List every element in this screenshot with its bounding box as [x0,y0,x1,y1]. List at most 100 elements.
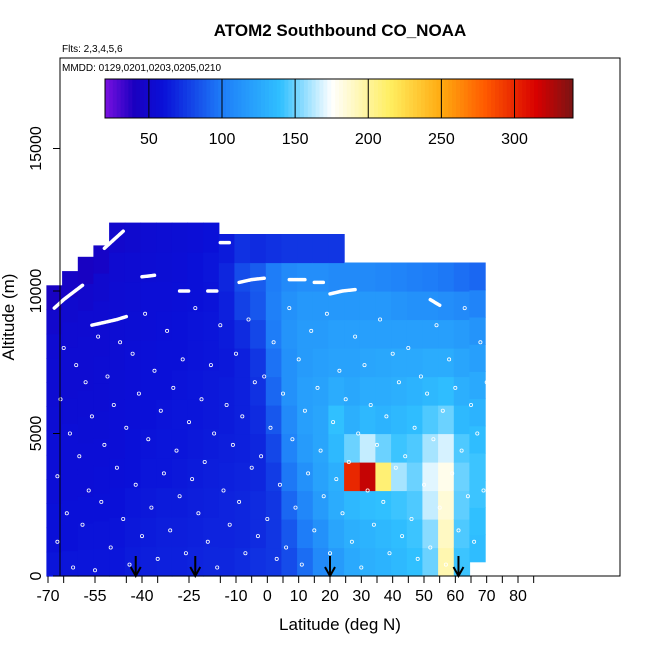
heatmap-cell [469,371,486,400]
heatmap-cell [140,546,157,577]
sample-point [450,471,455,476]
heatmap-cell [359,405,377,435]
colorbar-segment [420,79,426,118]
colorbar-segment [342,79,348,118]
heatmap-cell [124,252,142,283]
sample-point [93,568,98,573]
heatmap-cell [391,519,408,549]
heatmap-cell [77,363,95,391]
heatmap-cell [203,517,220,548]
heatmap-cell [344,348,361,378]
heatmap-cell [453,490,471,520]
heatmap-cell [328,234,345,264]
x-tick-label: -25 [177,588,200,605]
colorbar-segment [346,79,352,118]
colorbar-segment [206,79,211,118]
sample-point [230,442,235,447]
heatmap-cell [124,546,142,577]
sample-point [412,425,417,430]
heatmap-cell [312,433,330,463]
heatmap-cell [203,546,220,577]
heatmap-cell [124,310,142,341]
colorbar-segment [553,79,558,118]
sample-point [406,345,411,350]
heatmap-cell [312,376,330,406]
sample-point [387,551,392,556]
colorbar-segment [186,79,192,118]
sample-point [484,380,489,385]
colorbar-segment [436,79,441,118]
colorbar-segment [335,79,340,118]
heatmap-cell [469,452,486,481]
heatmap-cell [422,462,439,492]
heatmap-cell [344,291,361,321]
heatmap-cell [453,291,471,321]
heatmap-cell [234,490,251,520]
heatmap-cell [375,319,392,349]
x-tick-label: -70 [36,588,59,605]
colorbar-segment [444,79,449,118]
heatmap-cell [406,376,424,406]
x-tick-label: -40 [130,588,153,605]
sample-point [71,565,76,570]
sample-point [331,420,336,425]
colorbar-segment [280,79,285,118]
sample-track [52,283,85,310]
x-tick-label: -10 [224,588,247,605]
colorbar-tick-label: 100 [209,131,236,148]
colorbar-segment [300,79,305,118]
colorbar-segment [315,79,320,118]
sample-point [359,565,364,570]
heatmap-cell [234,376,251,406]
heatmap-cell [140,340,157,371]
x-tick-label: 10 [290,588,308,605]
sample-point [124,425,129,430]
heatmap-cell [406,291,424,321]
heatmap-cell [124,222,142,253]
heatmap-cell [234,291,251,321]
heatmap-cell [62,499,79,526]
heatmap-cell [156,517,173,548]
sample-point [362,363,367,368]
colorbar-frame [104,78,574,119]
heatmap-cell [328,462,345,492]
sample-point [143,311,148,316]
colorbar-segment [534,79,539,118]
sample-track [90,314,129,327]
colorbar-segment [428,79,434,118]
heatmap-cell [140,458,157,489]
heatmap-cell [187,340,204,371]
heatmap-cell [218,234,236,264]
heatmap-cell [93,493,110,522]
heatmap-cell [46,454,63,480]
sample-point [453,385,458,390]
sample-point [149,505,154,510]
sample-point [465,494,470,499]
heatmap-cell [203,281,220,312]
colorbar-segment [190,79,196,118]
colorbar-segment [183,79,188,118]
heatmap-cell [265,433,283,463]
heatmap-cell [109,369,126,400]
y-axis-label: Altitude (m) [0,274,18,361]
heatmap-cell [375,262,392,292]
heatmap-cell [77,522,95,550]
heatmap-cell [438,547,455,577]
y-axis: 0 5000 10000 15000 [28,126,60,580]
heatmap-cell [469,507,486,536]
sample-points [55,306,489,573]
sample-point [440,408,445,413]
sample-point [139,534,144,539]
heatmap-cell [187,252,204,283]
heatmap-cell [62,448,79,475]
sample-point [346,459,351,464]
heatmap-cell [156,399,173,430]
colorbar-segment [241,79,246,118]
heatmap-cell [438,462,455,492]
colorbar-segment [214,79,219,118]
sample-point [183,551,188,556]
heatmap-cell [93,383,110,412]
heatmap-cell [344,262,361,292]
heatmap-cell [109,252,126,283]
colorbar-segment [475,79,480,118]
